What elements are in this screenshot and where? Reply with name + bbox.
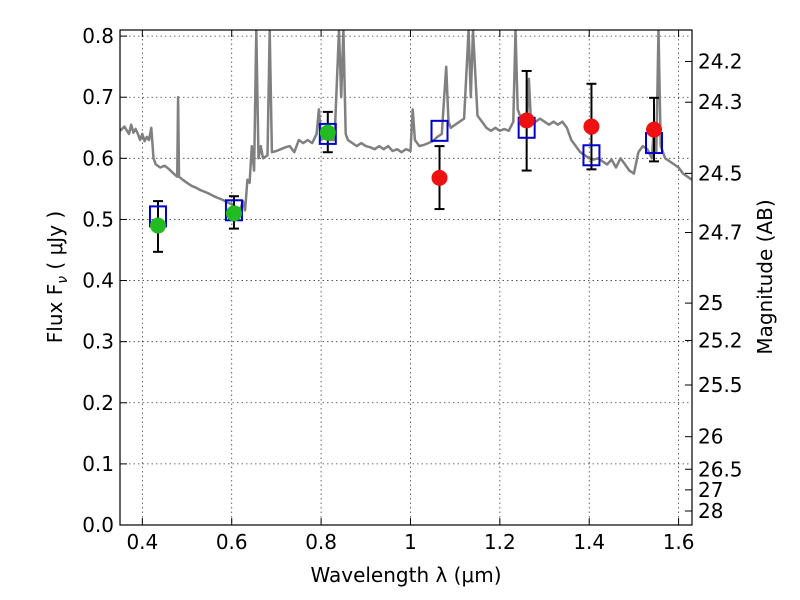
x-axis-label: Wavelength λ (μm) bbox=[310, 563, 501, 587]
right-tick-label: 25.5 bbox=[698, 373, 743, 397]
observed-point bbox=[319, 124, 336, 141]
y-tick-label: 0.1 bbox=[82, 452, 114, 476]
x-tick-label: 1.2 bbox=[484, 530, 516, 554]
model-photometry-point bbox=[582, 144, 601, 167]
right-axis-label: Magnitude (AB) bbox=[753, 199, 777, 354]
grid-lines bbox=[120, 30, 692, 526]
right-tick-label: 25 bbox=[698, 291, 723, 315]
y-tick-label: 0.3 bbox=[82, 330, 114, 354]
right-tick-label: 26.5 bbox=[698, 457, 743, 481]
x-tick-label: 0.8 bbox=[305, 530, 337, 554]
observed-point bbox=[518, 112, 535, 129]
right-tick-label: 24.7 bbox=[698, 221, 743, 245]
y-tick-label: 0.0 bbox=[82, 513, 114, 537]
model-photometry-point bbox=[430, 119, 449, 142]
y-tick-label: 0.2 bbox=[82, 391, 114, 415]
observed-point bbox=[646, 121, 663, 138]
spectrum-line bbox=[120, 30, 692, 212]
y-axis-label-unit: ( μJy ) bbox=[43, 211, 67, 276]
observed-point bbox=[225, 205, 242, 222]
x-tick-labels: 0.4 0.6 0.8 1 1.2 1.4 1.6 bbox=[126, 530, 694, 554]
right-tick-label: 28 bbox=[698, 499, 723, 523]
y-axis-label-main: Flux F bbox=[43, 284, 67, 343]
y-tick-label: 0.4 bbox=[82, 269, 114, 293]
right-tick-label: 25.2 bbox=[698, 328, 743, 352]
y-tick-label: 0.5 bbox=[82, 207, 114, 231]
observed-point bbox=[583, 118, 600, 135]
spectrum-series bbox=[120, 30, 692, 212]
axis-ticks bbox=[120, 30, 692, 526]
y-axis-label: Flux Fν ( μJy ) bbox=[43, 211, 71, 343]
y-axis-label-sub: ν bbox=[55, 276, 71, 284]
x-tick-label: 0.4 bbox=[126, 530, 158, 554]
model-photometry-series bbox=[148, 116, 664, 228]
x-tick-label: 1.4 bbox=[573, 530, 605, 554]
x-tick-label: 1 bbox=[404, 530, 417, 554]
x-tick-label: 1.6 bbox=[663, 530, 695, 554]
right-tick-label: 24.5 bbox=[698, 161, 743, 185]
observed-point bbox=[431, 169, 448, 186]
y-tick-label: 0.8 bbox=[82, 24, 114, 48]
y-tick-label: 0.7 bbox=[82, 85, 114, 109]
right-tick-label: 26 bbox=[698, 425, 723, 449]
right-tick-label: 24.2 bbox=[698, 49, 743, 73]
observed-series bbox=[149, 112, 663, 234]
y-tick-label: 0.6 bbox=[82, 146, 114, 170]
right-tick-label: 24.3 bbox=[698, 90, 743, 114]
model-photometry-point bbox=[318, 122, 337, 145]
plot-frame bbox=[119, 29, 693, 526]
right-tick-label: 27 bbox=[698, 478, 723, 502]
observed-point bbox=[149, 217, 166, 234]
y-tick-labels: 0.0 0.1 0.2 0.3 0.4 0.5 0.6 0.7 0.8 bbox=[82, 24, 114, 537]
x-tick-label: 0.6 bbox=[216, 530, 248, 554]
